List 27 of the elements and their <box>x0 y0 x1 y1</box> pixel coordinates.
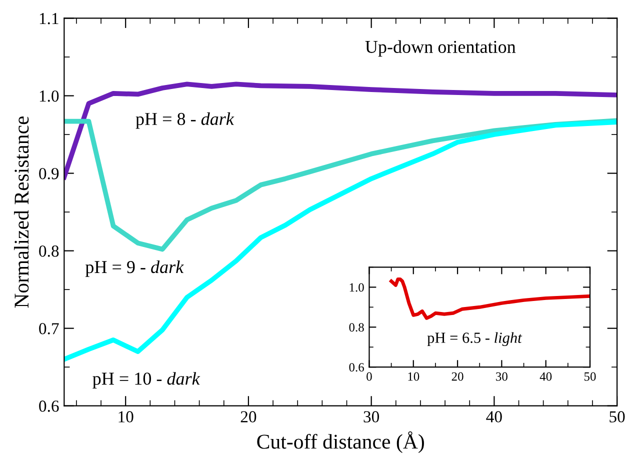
x-tick-label: 10 <box>118 411 134 422</box>
x-tick-label: 10 <box>408 372 420 381</box>
x-tick-label: 30 <box>364 411 380 422</box>
x-tick-label: 50 <box>584 372 596 381</box>
y-tick-label: 0.7 <box>39 323 59 334</box>
y-tick-label: 0.8 <box>349 323 364 332</box>
annotation: Up-down orientation <box>365 40 516 57</box>
x-tick-label: 30 <box>496 372 508 381</box>
annotation: pH = 9 - dark <box>85 260 184 277</box>
y-tick-label: 0.6 <box>349 363 364 372</box>
y-tick-label: 0.8 <box>39 246 59 257</box>
y-axis-title: Normalized Resistance <box>14 116 29 308</box>
x-axis-title: Cut-off distance (Å) <box>257 431 424 453</box>
y-tick-label: 1.1 <box>40 13 58 24</box>
x-tick-label: 20 <box>452 372 464 381</box>
annotation: pH = 8 - dark <box>136 112 234 129</box>
y-tick-label: 0.6 <box>39 400 59 412</box>
x-tick-label: 0 <box>366 372 372 381</box>
y-tick-label: 0.9 <box>39 168 59 180</box>
x-tick-label: 40 <box>540 372 552 381</box>
annotation: pH = 10 - dark <box>92 372 200 388</box>
annotation: pH = 6.5 - light <box>427 332 522 346</box>
y-tick-label: 1.0 <box>350 283 364 292</box>
y-tick-label: 1.0 <box>40 90 59 102</box>
x-tick-label: 20 <box>240 411 256 422</box>
x-tick-label: 50 <box>610 411 625 422</box>
x-tick-label: 40 <box>486 411 502 422</box>
